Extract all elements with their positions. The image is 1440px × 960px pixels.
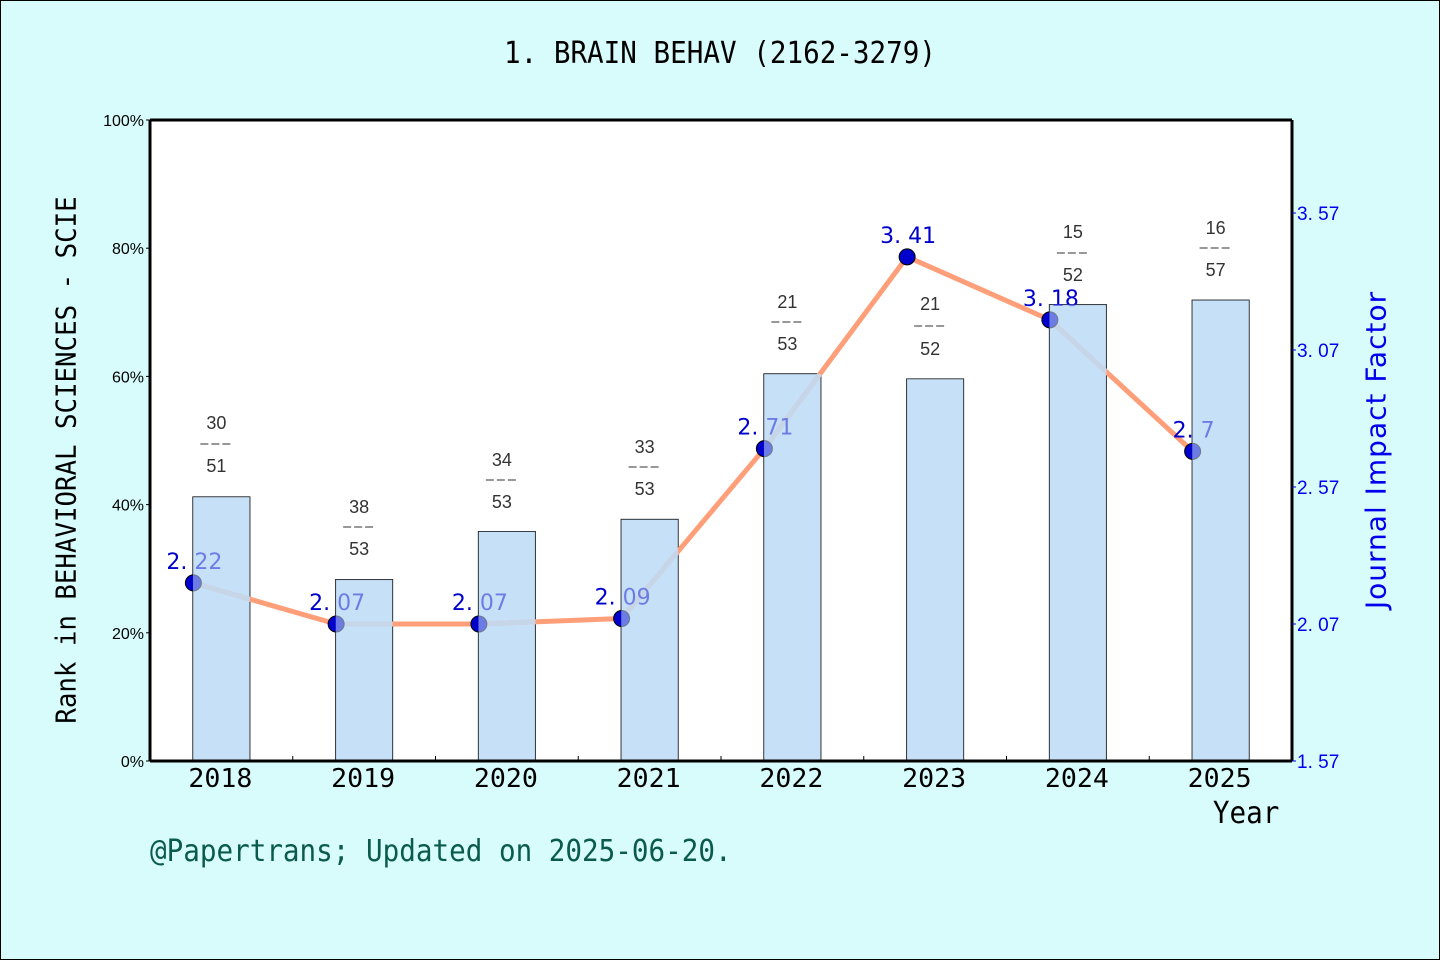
y-axis-left-label: Rank in BEHAVIORAL SCIENCES - SCIE — [49, 196, 83, 724]
rank-numerator: 21 — [777, 292, 797, 312]
rank-denominator: 52 — [1063, 265, 1083, 285]
x-tick-label: 2024 — [1045, 764, 1109, 794]
rank-denominator: 57 — [1206, 260, 1226, 280]
x-tick-label: 2025 — [1188, 764, 1252, 794]
x-tick-label: 2021 — [617, 764, 681, 794]
rank-denominator: 53 — [635, 479, 655, 499]
rank-denominator: 52 — [920, 339, 940, 359]
y-right-tick-label: 1. 57 — [1297, 752, 1339, 773]
y-right-tick-label: 2. 57 — [1297, 478, 1339, 499]
y-left-tick-label: 80% — [112, 241, 144, 258]
y-left-tick-label: 60% — [112, 369, 144, 386]
footer-credit: @Papertrans; Updated on 2025-06-20. — [150, 834, 732, 869]
y-axis-right-label: Journal Impact Factor — [1359, 290, 1393, 610]
y-right-tick-label: 3. 07 — [1297, 341, 1339, 362]
x-axis-label: Year — [1212, 796, 1280, 831]
y-left-tick-label: 0% — [121, 754, 144, 771]
x-tick-label: 2019 — [331, 764, 395, 794]
y-left-tick-label: 40% — [112, 498, 144, 515]
rank-numerator: 34 — [492, 450, 512, 470]
y-left-tick-label: 20% — [112, 626, 144, 643]
rank-numerator: 15 — [1063, 222, 1083, 242]
rank-numerator: 38 — [349, 497, 369, 517]
rank-denominator: 53 — [349, 539, 369, 559]
x-tick-label: 2022 — [759, 764, 823, 794]
y-left-tick-label: 100% — [103, 113, 144, 130]
rank-fraction-label: 34 53 — [485, 450, 518, 512]
impact-factor-marker — [898, 248, 916, 266]
y-right-tick-label: 2. 07 — [1297, 615, 1339, 636]
chart-title: 1. BRAIN BEHAV (2162-3279) — [503, 36, 937, 71]
y-right-tick-label: 3. 57 — [1297, 204, 1339, 225]
x-tick-label: 2020 — [474, 764, 538, 794]
impact-factor-label: 3. 41 — [880, 224, 936, 249]
rank-fraction-label: 38 53 — [343, 497, 376, 559]
x-tick-label: 2018 — [188, 764, 252, 794]
rank-fraction-label: 21 53 — [771, 292, 804, 354]
bar-overlay — [192, 300, 1250, 761]
rank-denominator: 53 — [492, 492, 512, 512]
rank-numerator: 16 — [1206, 218, 1226, 238]
x-tick-label: 2023 — [902, 764, 966, 794]
rank-numerator: 33 — [635, 437, 655, 457]
rank-numerator: 21 — [920, 294, 940, 314]
rank-fraction-label: 30 51 — [200, 413, 233, 476]
rank-denominator: 51 — [206, 456, 226, 476]
plot-area — [150, 120, 1292, 761]
rank-fraction-label: 21 52 — [914, 294, 947, 359]
rank-denominator: 53 — [777, 334, 797, 354]
rank-fraction-label: 33 53 — [628, 437, 661, 499]
rank-numerator: 30 — [206, 413, 226, 433]
